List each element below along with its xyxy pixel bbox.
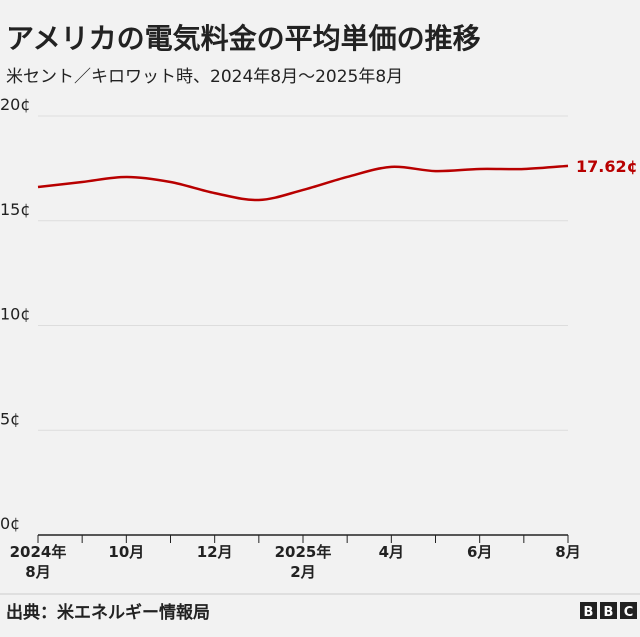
chart-subtitle: 米セント／キロワット時、2024年8月～2025年8月: [6, 67, 403, 87]
logo-letter: B: [584, 605, 594, 620]
value-label: 17.62¢: [576, 157, 638, 176]
x-tick-label: 12月: [196, 543, 233, 561]
logo-letter: C: [624, 605, 634, 620]
line: [37, 164, 569, 202]
x-tick-label: 2024年 8月: [9, 543, 67, 581]
y-tick-label: 0¢: [0, 514, 20, 533]
logo-box: [600, 602, 617, 619]
logo-box: [620, 602, 637, 619]
y-tick-label: 5¢: [0, 409, 20, 428]
x-tick-label: 6月: [466, 543, 493, 561]
y-tick-label: 20¢: [0, 95, 31, 114]
y-tick-label: 10¢: [0, 305, 31, 324]
logo-letter: B: [604, 605, 614, 620]
chart-title: アメリカの電気料金の平均単価の推移: [6, 22, 481, 55]
y-tick-label: 15¢: [0, 200, 31, 219]
x-tick-label: 8月: [555, 543, 581, 561]
x-tick-label: 2025年 2月: [274, 543, 332, 581]
source: 出典：米エネルギー情報局: [6, 602, 210, 623]
logo-box: [580, 602, 597, 619]
x-tick-label: 10月: [108, 543, 145, 561]
x-tick-label: 4月: [378, 543, 405, 561]
